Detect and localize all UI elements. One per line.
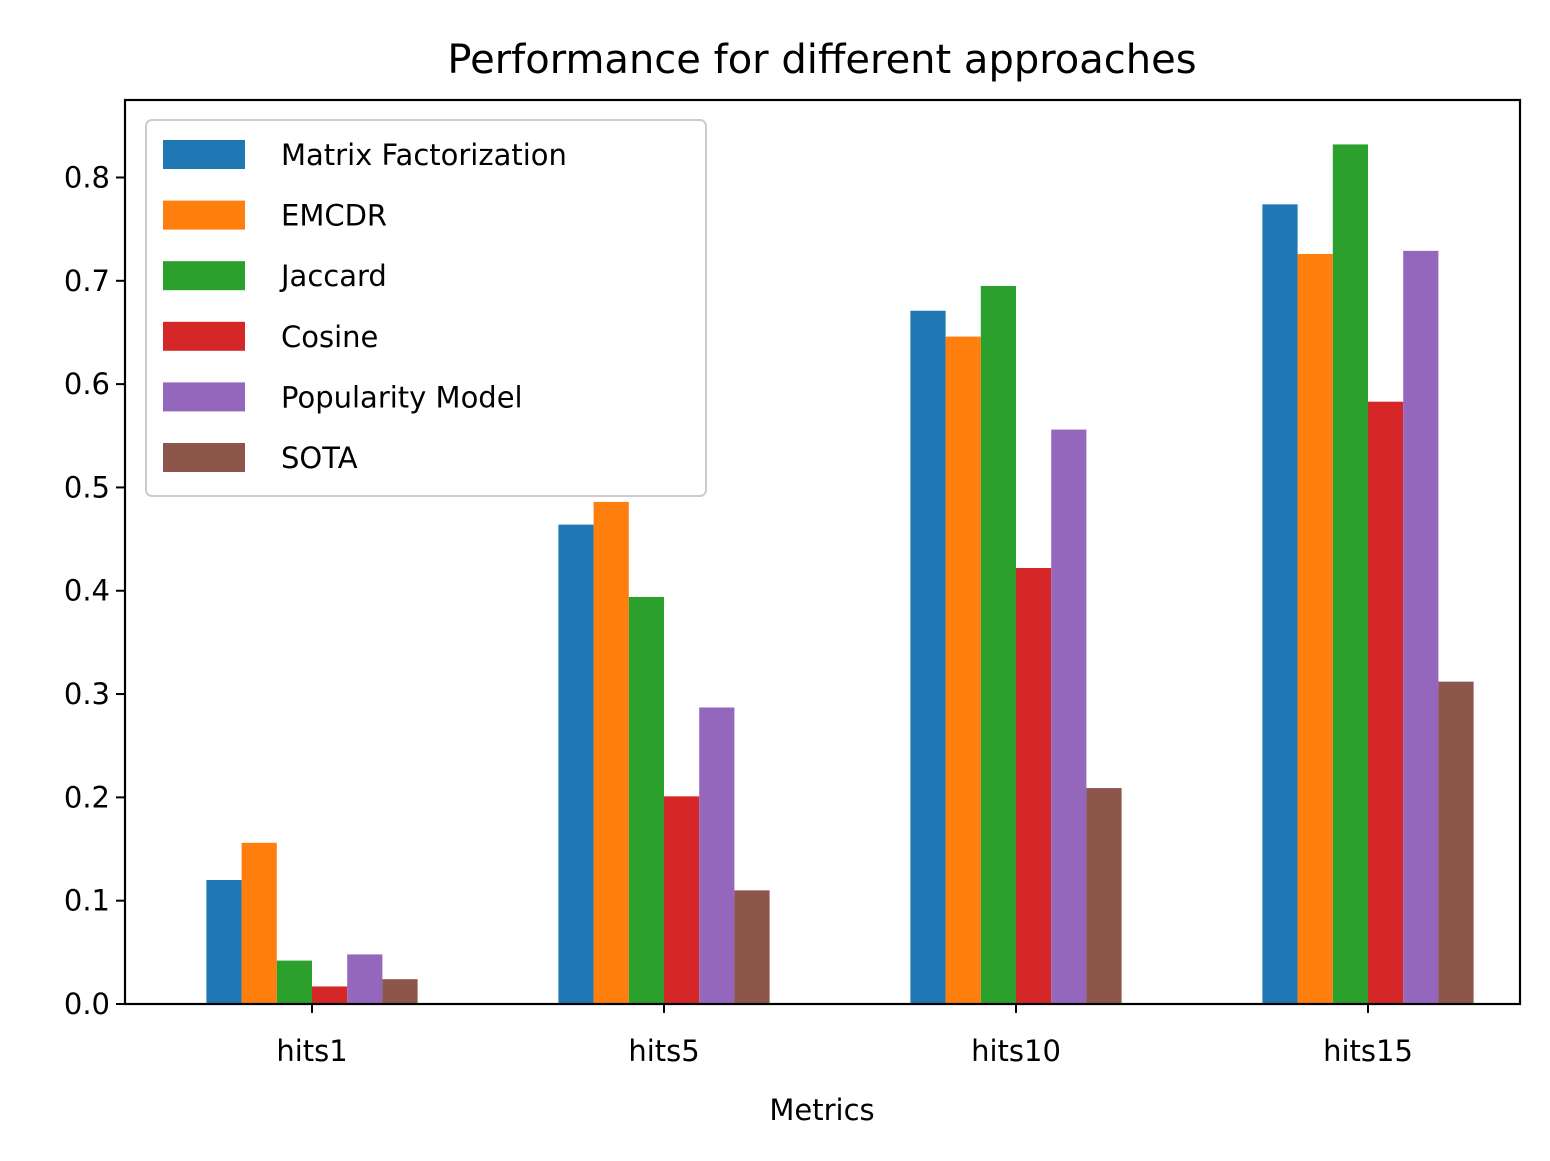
x-axis-label: Metrics [769, 1093, 874, 1127]
bar-emcdr-hits15 [1297, 253, 1333, 1004]
legend-swatch-jaccard [163, 261, 245, 291]
legend-label-popularity-model: Popularity Model [281, 380, 523, 414]
bar-emcdr-hits1 [241, 842, 277, 1004]
legend-label-emcdr: EMCDR [281, 199, 387, 233]
legend-swatch-sota [163, 443, 245, 472]
legend: Matrix Factorization EMCDR Jaccard Cosine Po… [145, 119, 707, 497]
y-tick-label: 0.5 [64, 470, 110, 504]
y-tick-label: 0.4 [64, 574, 110, 608]
legend-swatch-cosine [163, 321, 245, 351]
legend-box [145, 119, 707, 497]
bar-popularity-model-hits10 [1051, 429, 1087, 1004]
bar-popularity-model-hits15 [1403, 250, 1439, 1005]
legend-label-sota: SOTA [281, 441, 358, 475]
bar-popularity-model-hits1 [347, 954, 383, 1004]
x-tick-label-hits15: hits15 [1323, 1034, 1413, 1068]
y-tick-label: 0.7 [64, 264, 110, 298]
bar-sota-hits15 [1438, 681, 1474, 1004]
bar-emcdr-hits5 [593, 501, 629, 1004]
bar-sota-hits1 [382, 979, 418, 1004]
bar-cosine-hits15 [1368, 401, 1404, 1004]
bar-cosine-hits10 [1016, 568, 1052, 1004]
y-axis: 0.0 0.1 0.2 0.3 0.4 0.5 0.6 0.7 0.8 [64, 160, 125, 1021]
bar-cosine-hits1 [312, 986, 348, 1004]
bar-jaccard-hits5 [628, 596, 664, 1004]
legend-swatch-popularity-model [163, 382, 245, 412]
legend-swatch-matrix-factorization [163, 140, 245, 169]
legend-swatch-emcdr [163, 200, 245, 230]
bar-sota-hits10 [1086, 788, 1122, 1004]
bar-matrix-factorization-hits1 [206, 880, 242, 1004]
y-tick-label: 0.3 [64, 677, 110, 711]
y-tick-label: 0.0 [64, 987, 110, 1021]
bar-jaccard-hits1 [276, 960, 312, 1004]
y-tick-label: 0.6 [64, 367, 110, 401]
bar-matrix-factorization-hits10 [910, 310, 946, 1004]
bar-matrix-factorization-hits15 [1262, 204, 1298, 1005]
y-tick-label: 0.8 [64, 160, 110, 194]
bar-popularity-model-hits5 [699, 707, 735, 1004]
legend-label-matrix-factorization: Matrix Factorization [281, 138, 567, 172]
bar-matrix-factorization-hits5 [558, 524, 594, 1004]
chart-title: Performance for different approaches [447, 37, 1196, 83]
bar-sota-hits5 [734, 890, 770, 1004]
legend-label-jaccard: Jaccard [279, 259, 387, 293]
legend-label-cosine: Cosine [281, 320, 378, 354]
bar-cosine-hits5 [664, 796, 700, 1004]
bar-jaccard-hits10 [980, 285, 1016, 1005]
bars-group [206, 144, 1474, 1005]
bar-emcdr-hits10 [945, 336, 981, 1005]
y-tick-label: 0.2 [64, 780, 110, 814]
x-axis: hits1 hits5 hits10 hits15 [276, 1004, 1413, 1068]
y-tick-label: 0.1 [64, 884, 110, 918]
x-tick-label-hits5: hits5 [628, 1034, 699, 1068]
plot-frame [123, 98, 1522, 1006]
x-tick-label-hits10: hits10 [971, 1034, 1061, 1068]
x-tick-label-hits1: hits1 [276, 1034, 347, 1068]
bar-jaccard-hits15 [1332, 144, 1368, 1004]
